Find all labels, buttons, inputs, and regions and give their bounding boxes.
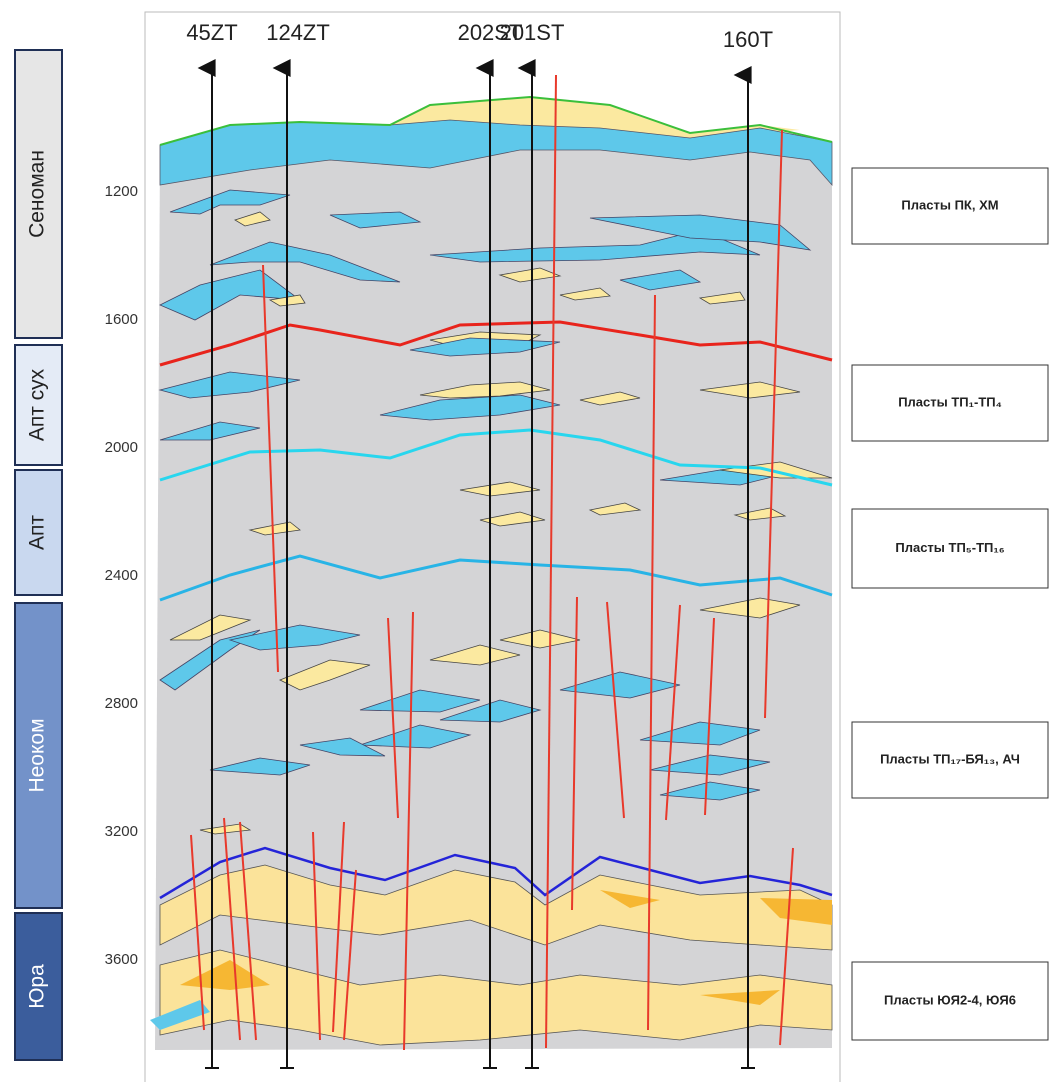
well-name: 160T [723, 27, 773, 52]
strat-label: Неоком [26, 718, 49, 792]
strat-label: Апт сух [26, 368, 49, 441]
diagram: 45ZT124ZT202ST201ST160T СеноманАпт сухАп… [0, 0, 1055, 1082]
well-name: 45ZT [186, 20, 237, 45]
strat-label: Юра [26, 964, 49, 1009]
depth-label: 1200 [105, 183, 138, 200]
layer-boxes: Пласты ПК, ХМ Пласты ТП₁-ТП₄ Пласты ТП₅-ТП… [852, 168, 1048, 1040]
layer-label: Пласты ПК, ХМ [901, 197, 998, 212]
depth-label: 2400 [105, 567, 138, 584]
depth-scale: 1200 1600 2000 2400 2800 3200 3600 [105, 183, 138, 968]
depth-label: 3600 [105, 951, 138, 968]
strat-label: Сеноман [26, 150, 49, 238]
layer-label: Пласты ТП₁-ТП₄ [898, 394, 1002, 409]
well-name: 201ST [500, 20, 565, 45]
depth-label: 1600 [105, 311, 138, 328]
well-name: 124ZT [266, 20, 330, 45]
depth-label: 2000 [105, 439, 138, 456]
depth-label: 3200 [105, 823, 138, 840]
layer-label: Пласты ЮЯ2-4, ЮЯ6 [884, 992, 1016, 1007]
page: 45ZT124ZT202ST201ST160T СеноманАпт сухАп… [0, 0, 1055, 1082]
layer-label: Пласты ТП₁₇-БЯ₁₃, АЧ [880, 751, 1020, 766]
layer-label: Пласты ТП₅-ТП₁₆ [895, 540, 1004, 555]
depth-label: 2800 [105, 695, 138, 712]
strat-label: Апт [26, 515, 49, 550]
stratigraphy-column: Сеноман Апт сух Апт Неоком Юра [15, 50, 62, 1060]
